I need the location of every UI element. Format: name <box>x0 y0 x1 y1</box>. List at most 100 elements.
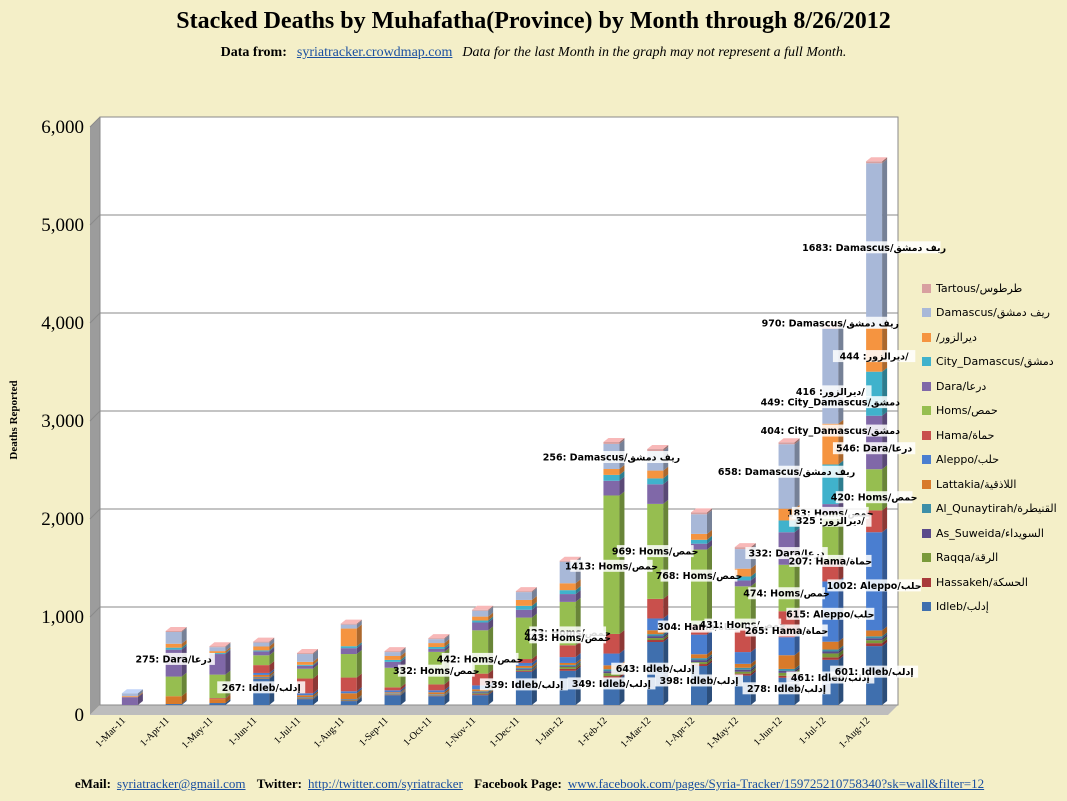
bar-segment-side <box>444 686 450 693</box>
bar-segment-side <box>225 650 231 675</box>
bar-segment <box>428 639 445 644</box>
gridline-side <box>89 410 101 422</box>
data-label-bg <box>397 664 475 677</box>
bar-segment <box>384 692 401 694</box>
bar-segment-side <box>444 639 450 647</box>
bar-segment <box>165 643 182 648</box>
legend-swatch <box>922 602 931 612</box>
bar-segment-side <box>531 587 537 593</box>
email-link[interactable]: syriatracker@gmail.com <box>116 776 246 791</box>
bar-segment-side <box>750 669 756 676</box>
x-tick-label: 1-Jun-12 <box>752 715 785 748</box>
bar-segment <box>603 474 620 481</box>
data-label-bg <box>832 442 916 455</box>
legend-item: Hassakeh/الحسكة <box>922 570 1062 595</box>
data-label-bg <box>789 514 872 527</box>
bar-segment-side <box>400 688 406 694</box>
bar-segment-side <box>531 595 537 606</box>
bar-segment-side <box>488 612 494 621</box>
data-label-bg <box>807 241 941 254</box>
x-tick-label: 1-Jan-12 <box>533 715 566 748</box>
bar-segment <box>559 668 576 671</box>
bar-segment <box>472 622 489 631</box>
data-label: 416 :ديرالزور/ <box>796 387 865 398</box>
data-label-bg <box>832 350 916 363</box>
bar-segment <box>515 599 532 606</box>
bar-segment <box>515 609 532 618</box>
bar-segment-side <box>575 661 581 667</box>
legend-swatch <box>922 283 931 293</box>
bar-segment-side <box>794 633 800 656</box>
bar-segment-side <box>444 690 450 696</box>
bar-segment <box>428 646 445 649</box>
bar-segment <box>515 662 532 666</box>
x-tick-label: 1-Apr-11 <box>138 715 172 749</box>
legend-swatch <box>922 455 931 465</box>
twitter-link[interactable]: http://twitter.com/syriatracker <box>308 776 463 791</box>
data-label: 349: Idleb/إدلب <box>572 679 651 690</box>
bar-segment-side <box>444 688 450 695</box>
bar-segment <box>559 664 576 666</box>
bar-segment <box>559 645 576 658</box>
bar-segment-side <box>400 689 406 695</box>
bar-segment <box>734 576 751 581</box>
data-label-bg <box>132 652 215 665</box>
data-label-bg <box>786 607 875 620</box>
bar-segment <box>691 543 707 550</box>
y-tick-label: 3,000 <box>41 411 84 432</box>
footer: eMail: syriatracker@gmail.com Twitter: htt… <box>0 776 1067 792</box>
y-tick-label: 1,000 <box>41 607 84 628</box>
bar-segment-side <box>400 689 406 694</box>
bar-segment <box>778 508 795 521</box>
bar-segment <box>559 594 576 602</box>
legend-item: /ديرالزور <box>922 325 1062 350</box>
bar-segment <box>515 617 532 660</box>
bar-segment <box>866 328 883 372</box>
bar-segment <box>121 696 138 698</box>
legend-label: Tartous/طرطوس <box>936 281 1023 295</box>
bar-segment <box>297 698 313 699</box>
facebook-link[interactable]: www.facebook.com/pages/Syria-Tracker/159… <box>567 776 985 791</box>
y-tick-label: 2,000 <box>41 509 84 530</box>
bar-segment-side <box>444 691 450 697</box>
bar-segment-side <box>575 662 581 669</box>
x-tick-label: 1-May-11 <box>180 715 216 751</box>
bar-top <box>691 508 712 513</box>
bar-segment-side <box>531 664 537 670</box>
bar-segment <box>866 638 883 641</box>
bar-segment-side <box>313 689 318 696</box>
x-tick-label: 1-Nov-11 <box>443 715 478 750</box>
bar-segment-side <box>707 508 712 515</box>
bar-segment-side <box>531 661 537 668</box>
bar-segment <box>691 512 707 515</box>
x-tick-label: 1-May-12 <box>705 715 741 751</box>
bar-segment <box>253 642 270 647</box>
bar-segment-side <box>313 661 318 669</box>
bar-segment-side <box>225 699 231 705</box>
bar-top <box>297 649 318 654</box>
data-label: 275: Dara/درعا <box>136 654 212 665</box>
bar-top <box>384 647 406 652</box>
bar-segment-side <box>707 529 712 540</box>
legend-item: Hama/حماة <box>922 423 1062 448</box>
bar-segment-side <box>750 659 756 668</box>
data-label: 304: Hama/حماة <box>657 622 740 633</box>
y-axis-label: Deaths Reported <box>8 380 20 459</box>
source-link[interactable]: syriatracker.crowdmap.com <box>296 45 453 60</box>
bar-segment-side <box>707 545 712 625</box>
legend-label: Hassakeh/الحسكة <box>936 575 1028 589</box>
bar-top <box>340 619 362 624</box>
data-label: 615: Aleppo/حلب <box>786 609 874 620</box>
bar-segment <box>340 623 357 625</box>
bar-segment <box>515 591 532 593</box>
bar-segment-side <box>356 696 362 701</box>
bar-segment-side <box>488 606 494 617</box>
bar-segment-side <box>488 690 494 696</box>
bar-segment <box>428 695 445 696</box>
bar-segment-side <box>882 157 888 164</box>
bar-segment <box>822 657 839 660</box>
bar-segment <box>428 684 445 691</box>
legend-item: Dara/درعا <box>922 374 1062 399</box>
bar-segment-side <box>356 620 362 629</box>
bar-segment <box>647 470 664 479</box>
